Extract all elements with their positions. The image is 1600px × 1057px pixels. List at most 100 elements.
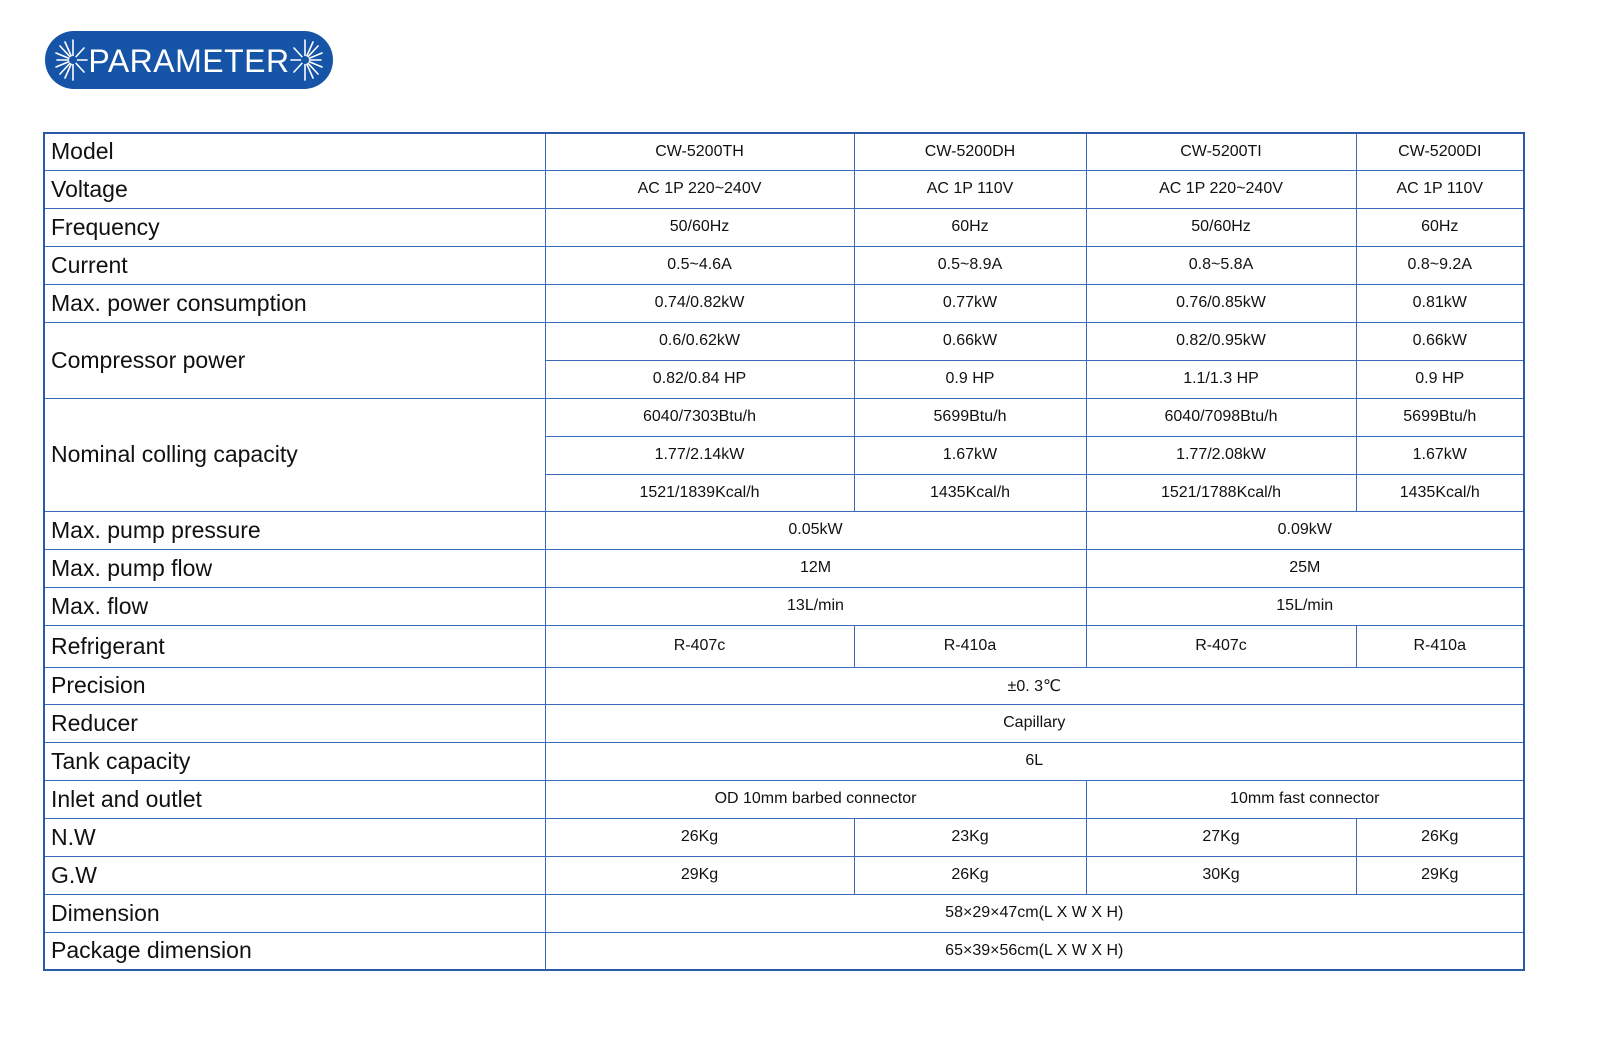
- value-cell: 0.05kW: [544, 510, 1087, 550]
- value-cell: 0.82/0.84 HP: [544, 359, 855, 399]
- value-cell: 1.77/2.14kW: [544, 435, 855, 475]
- value-cell: 1.67kW: [1355, 435, 1525, 475]
- row-label: Package dimension: [43, 931, 546, 971]
- banner-title: PARAMETER: [88, 42, 290, 79]
- value-cell: 1.1/1.3 HP: [1085, 359, 1357, 399]
- value-cell: 0.74/0.82kW: [544, 283, 855, 323]
- row-label: Tank capacity: [43, 741, 546, 781]
- row-label: Frequency: [43, 207, 546, 247]
- value-cell: R-410a: [853, 624, 1087, 668]
- row-label: Max. pump pressure: [43, 510, 546, 550]
- row-label: Inlet and outlet: [43, 779, 546, 819]
- value-cell: AC 1P 220~240V: [1085, 169, 1357, 209]
- row-tank-capacity: Tank capacity 6L: [43, 741, 1525, 781]
- row-label: Max. pump flow: [43, 548, 546, 588]
- value-cell: 15L/min: [1085, 586, 1525, 626]
- value-cell: 0.9 HP: [853, 359, 1087, 399]
- row-precision: Precision ±0. 3℃: [43, 666, 1525, 705]
- row-gross-weight: G.W 29Kg 26Kg 30Kg 29Kg: [43, 855, 1525, 895]
- value-cell: 0.66kW: [853, 321, 1087, 361]
- value-cell: AC 1P 110V: [853, 169, 1087, 209]
- value-cell: 6L: [544, 741, 1525, 781]
- value-cell: 58×29×47cm(L X W X H): [544, 893, 1525, 933]
- value-cell: 60Hz: [853, 207, 1087, 247]
- value-cell: 26Kg: [544, 817, 855, 857]
- value-cell: 0.77kW: [853, 283, 1087, 323]
- value-cell: R-410a: [1355, 624, 1525, 668]
- row-compressor-power: Compressor power 0.6/0.62kW 0.66kW 0.82/…: [43, 321, 1525, 399]
- value-cell: 0.76/0.85kW: [1085, 283, 1357, 323]
- row-cooling-capacity: Nominal colling capacity 6040/7303Btu/h …: [43, 397, 1525, 512]
- starburst-icon: [290, 39, 323, 81]
- parameter-banner: PARAMETER: [45, 31, 333, 89]
- row-label: Dimension: [43, 893, 546, 933]
- model-cell: CW-5200DI: [1355, 132, 1525, 171]
- value-cell: 26Kg: [1355, 817, 1525, 857]
- row-frequency: Frequency 50/60Hz 60Hz 50/60Hz 60Hz: [43, 207, 1525, 247]
- row-label: G.W: [43, 855, 546, 895]
- value-cell: 0.82/0.95kW: [1085, 321, 1357, 361]
- value-cell: 0.6/0.62kW: [544, 321, 855, 361]
- value-cell: OD 10mm barbed connector: [544, 779, 1087, 819]
- row-label: Compressor power: [43, 321, 546, 399]
- value-cell: 5699Btu/h: [1355, 397, 1525, 437]
- value-cell: 50/60Hz: [1085, 207, 1357, 247]
- row-label: Model: [43, 132, 546, 171]
- value-cell: 13L/min: [544, 586, 1087, 626]
- row-label: Max. power consumption: [43, 283, 546, 323]
- row-label: Max. flow: [43, 586, 546, 626]
- value-cell: 0.09kW: [1085, 510, 1525, 550]
- row-compressor-hp: 0.82/0.84 HP 0.9 HP 1.1/1.3 HP 0.9 HP: [44, 359, 1525, 399]
- row-label: Current: [43, 245, 546, 285]
- row-label: Reducer: [43, 703, 546, 743]
- row-inlet-outlet: Inlet and outlet OD 10mm barbed connecto…: [43, 779, 1525, 819]
- row-package-dimension: Package dimension 65×39×56cm(L X W X H): [43, 931, 1525, 971]
- value-cell: R-407c: [1085, 624, 1357, 668]
- row-model: Model CW-5200TH CW-5200DH CW-5200TI CW-5…: [43, 132, 1525, 171]
- row-label: Nominal colling capacity: [43, 397, 546, 512]
- value-cell: 0.5~8.9A: [853, 245, 1087, 285]
- value-cell: AC 1P 220~240V: [544, 169, 855, 209]
- model-cell: CW-5200DH: [853, 132, 1087, 171]
- value-cell: 65×39×56cm(L X W X H): [544, 931, 1525, 971]
- row-max-flow: Max. flow 13L/min 15L/min: [43, 586, 1525, 626]
- value-cell: 6040/7303Btu/h: [544, 397, 855, 437]
- value-cell: 0.8~5.8A: [1085, 245, 1357, 285]
- row-reducer: Reducer Capillary: [43, 703, 1525, 743]
- value-cell: 0.81kW: [1355, 283, 1525, 323]
- value-cell: 12M: [544, 548, 1087, 588]
- value-cell: 6040/7098Btu/h: [1085, 397, 1357, 437]
- value-cell: 0.8~9.2A: [1355, 245, 1525, 285]
- row-current: Current 0.5~4.6A 0.5~8.9A 0.8~5.8A 0.8~9…: [43, 245, 1525, 285]
- value-cell: 1.67kW: [853, 435, 1087, 475]
- value-cell: 1435Kcal/h: [853, 473, 1087, 512]
- model-cell: CW-5200TI: [1085, 132, 1357, 171]
- row-dimension: Dimension 58×29×47cm(L X W X H): [43, 893, 1525, 933]
- model-cell: CW-5200TH: [544, 132, 855, 171]
- row-label: Voltage: [43, 169, 546, 209]
- value-cell: 25M: [1085, 548, 1525, 588]
- value-cell: 29Kg: [1355, 855, 1525, 895]
- value-cell: 29Kg: [544, 855, 855, 895]
- row-label: Refrigerant: [43, 624, 546, 668]
- value-cell: 26Kg: [853, 855, 1087, 895]
- row-label: Precision: [43, 666, 546, 705]
- value-cell: 30Kg: [1085, 855, 1357, 895]
- value-cell: 10mm fast connector: [1085, 779, 1525, 819]
- value-cell: 5699Btu/h: [853, 397, 1087, 437]
- row-pump-flow: Max. pump flow 12M 25M: [43, 548, 1525, 588]
- value-cell: 1.77/2.08kW: [1085, 435, 1357, 475]
- value-cell: 1521/1839Kcal/h: [544, 473, 855, 512]
- row-max-power: Max. power consumption 0.74/0.82kW 0.77k…: [43, 283, 1525, 323]
- row-net-weight: N.W 26Kg 23Kg 27Kg 26Kg: [43, 817, 1525, 857]
- value-cell: 0.5~4.6A: [544, 245, 855, 285]
- value-cell: 23Kg: [853, 817, 1087, 857]
- value-cell: 1521/1788Kcal/h: [1085, 473, 1357, 512]
- starburst-icon: [55, 39, 88, 81]
- row-pump-pressure: Max. pump pressure 0.05kW 0.09kW: [43, 510, 1525, 550]
- value-cell: 1435Kcal/h: [1355, 473, 1525, 512]
- value-cell: R-407c: [544, 624, 855, 668]
- value-cell: 0.66kW: [1355, 321, 1525, 361]
- value-cell: AC 1P 110V: [1355, 169, 1525, 209]
- row-voltage: Voltage AC 1P 220~240V AC 1P 110V AC 1P …: [43, 169, 1525, 209]
